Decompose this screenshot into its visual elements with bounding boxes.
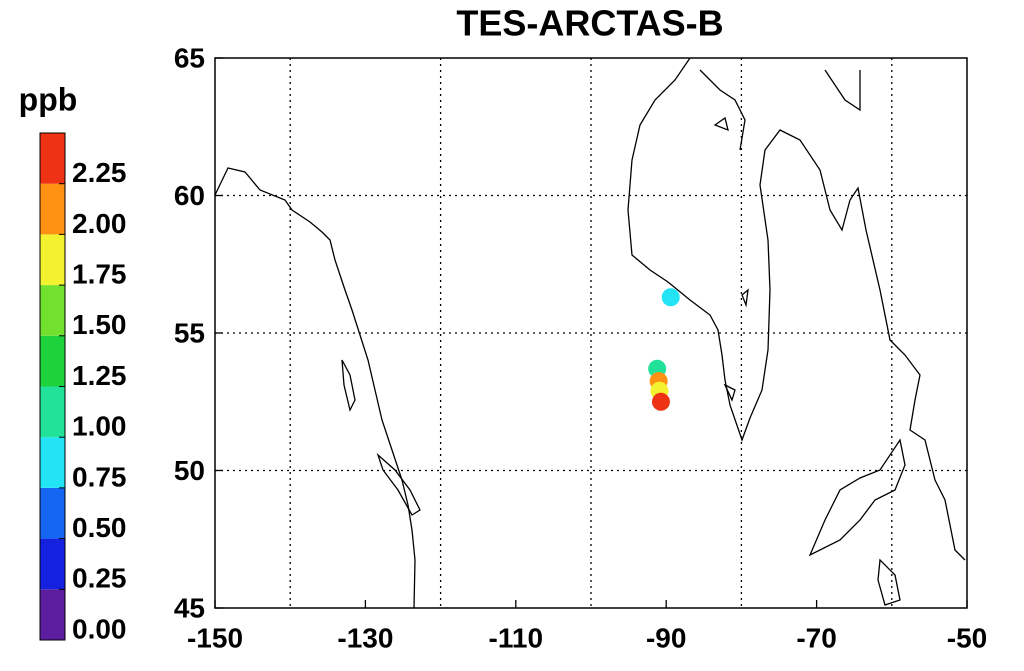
y-tick-label: 55 (174, 317, 205, 348)
colorbar-tick-label: 0.50 (72, 512, 127, 543)
colorbar-tick-label: 1.00 (72, 411, 127, 442)
colorbar-label: ppb (19, 81, 78, 117)
colorbar-tick-label: 0.00 (72, 613, 127, 644)
colorbar-bin (40, 133, 65, 184)
colorbar-tick-label: 1.75 (72, 258, 127, 289)
x-tick-label: -110 (489, 622, 544, 653)
y-tick-label: 60 (174, 180, 205, 211)
colorbar-tick-label: 1.25 (72, 360, 127, 391)
chart-title: TES-ARCTAS-B (456, 3, 723, 44)
colorbar-tick-label: 2.00 (72, 208, 127, 239)
colorbar-bin (40, 487, 65, 539)
x-tick-label: -150 (187, 622, 243, 653)
x-tick-label: -90 (646, 622, 686, 653)
data-point (651, 392, 670, 411)
colorbar-bin (40, 285, 65, 336)
colorbar-bin (40, 386, 65, 438)
coastlines (214, 57, 966, 609)
data-point (661, 288, 680, 307)
y-tick-label: 45 (174, 592, 205, 623)
colorbar-bin (40, 437, 65, 488)
colorbar-bin (40, 335, 65, 387)
colorbar-bin (40, 234, 65, 286)
colorbar-bin (40, 538, 65, 590)
colorbar-bin (40, 183, 65, 235)
colorbar-tick-label: 2.25 (72, 157, 127, 188)
y-tick-label: 50 (174, 455, 205, 486)
colorbar-bin (40, 589, 65, 640)
x-tick-label: -130 (337, 622, 393, 653)
x-tick-label: -70 (796, 622, 836, 653)
colorbar-tick-label: 0.25 (72, 563, 127, 594)
y-tick-label: 65 (174, 42, 205, 73)
x-tick-label: -50 (947, 622, 987, 653)
colorbar-tick-label: 1.50 (72, 309, 127, 340)
colorbar-tick-label: 0.75 (72, 461, 127, 492)
